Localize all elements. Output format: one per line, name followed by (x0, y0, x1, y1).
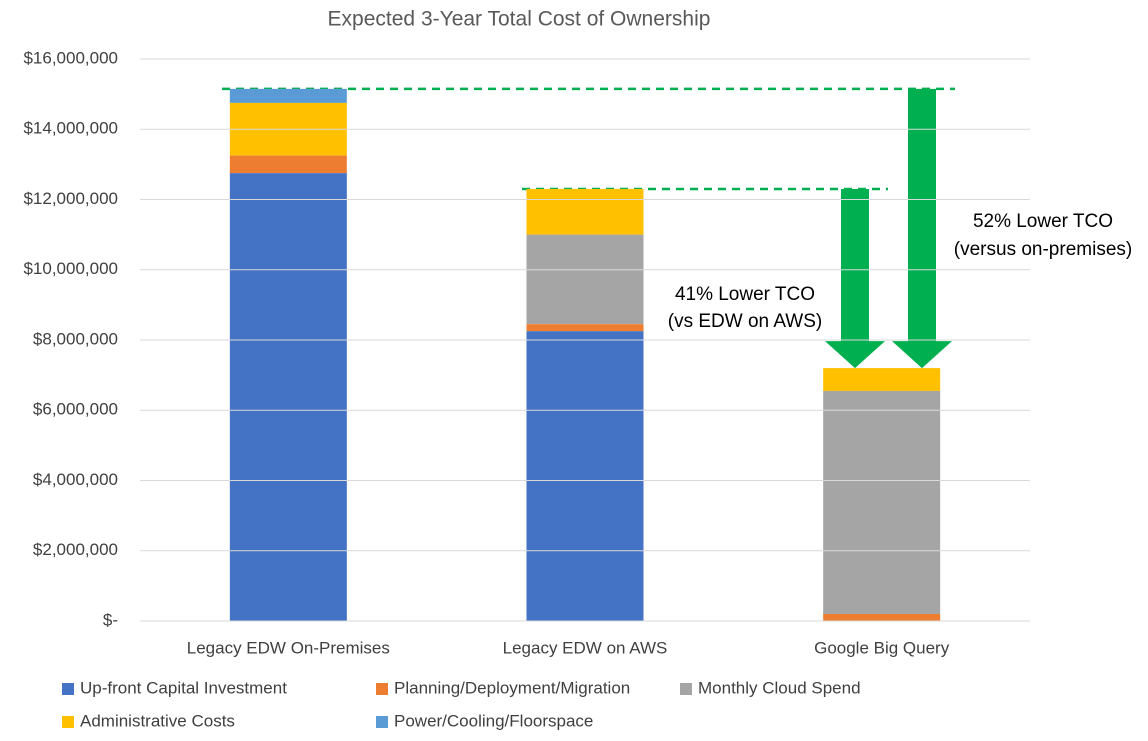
legend-label: Up-front Capital Investment (80, 678, 287, 697)
annotation: (versus on-premises) (954, 239, 1132, 260)
annotation: 52% Lower TCO (973, 211, 1113, 232)
annotation: (vs EDW on AWS) (668, 311, 822, 332)
legend-label: Monthly Cloud Spend (698, 678, 861, 697)
arrow (892, 88, 952, 369)
bar-segment (526, 188, 644, 235)
legend-swatch (680, 683, 692, 695)
x-tick-label: Legacy EDW On-Premises (187, 638, 390, 657)
y-tick-label: $4,000,000 (33, 470, 118, 489)
x-tick-label: Google Big Query (814, 638, 950, 657)
y-tick-label: $- (103, 610, 118, 629)
bar-segment (823, 390, 941, 614)
y-tick-label: $2,000,000 (33, 540, 118, 559)
legend-label: Planning/Deployment/Migration (394, 678, 630, 697)
y-tick-label: $12,000,000 (23, 189, 118, 208)
y-tick-label: $16,000,000 (23, 48, 118, 67)
chart-title: Expected 3-Year Total Cost of Ownership (328, 8, 711, 31)
bar-segment (823, 368, 941, 391)
y-tick-label: $10,000,000 (23, 259, 118, 278)
bar-segment (229, 173, 347, 621)
bar-segment (526, 234, 644, 325)
y-tick-label: $8,000,000 (33, 329, 118, 348)
arrow (825, 188, 885, 369)
legend-label: Administrative Costs (80, 711, 235, 730)
bar-segment (823, 613, 941, 621)
y-tick-label: $14,000,000 (23, 119, 118, 138)
legend-label: Power/Cooling/Floorspace (394, 711, 593, 730)
annotation: 41% Lower TCO (675, 284, 815, 305)
legend-swatch (376, 683, 388, 695)
bar-segment (526, 331, 644, 621)
legend-swatch (376, 716, 388, 728)
legend-swatch (62, 683, 74, 695)
legend-swatch (62, 716, 74, 728)
bar-segment (526, 324, 644, 332)
bar-segment (229, 155, 347, 174)
x-tick-label: Legacy EDW on AWS (503, 638, 668, 657)
bar-segment (229, 88, 347, 103)
y-tick-label: $6,000,000 (33, 400, 118, 419)
